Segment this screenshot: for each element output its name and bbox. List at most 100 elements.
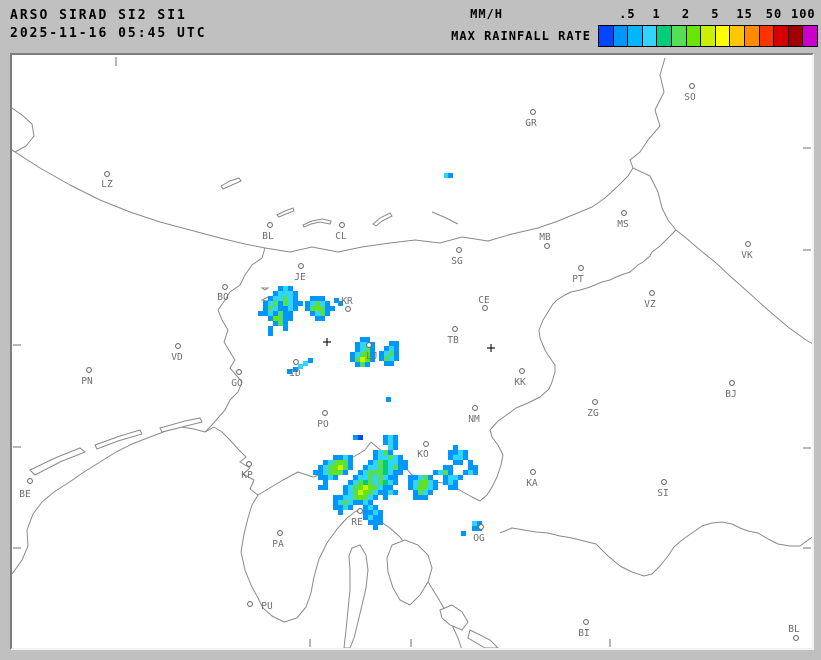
scale-label: .5 [619,7,636,21]
radar-cell [363,500,368,505]
radar-cell [278,311,283,316]
radar-cell [338,470,343,475]
radar-cell [423,490,428,495]
radar-cell [413,495,418,500]
radar-cell [403,465,408,470]
country-border [499,521,812,577]
city-marker [222,284,228,290]
radar-cell [373,460,378,465]
radar-cell [423,475,428,480]
radar-cell [273,291,278,296]
radar-cell [458,455,463,460]
radar-cell [305,301,310,306]
lake-outline [276,207,295,218]
radar-cell [268,326,273,331]
radar-cell [358,435,363,440]
radar-cell [368,495,373,500]
legend-color-cell [671,26,687,46]
radar-cell [383,435,388,440]
radar-cell [320,301,325,306]
radar-cell [408,480,413,485]
city-label: MS [617,219,629,230]
city-label: PU [261,601,273,612]
radar-cell [287,369,292,374]
legend-color-bar [598,25,818,47]
radar-cell [343,500,348,505]
radar-cell [278,321,283,326]
radar-cell [273,306,278,311]
radar-cell [393,480,398,485]
city-marker [482,305,488,311]
radar-cell [348,455,353,460]
radar-cell [360,342,365,347]
radar-cell [315,316,320,321]
radar-cell [394,356,399,361]
radar-cell [355,352,360,357]
legend-color-cell [803,26,817,46]
radar-cell [283,286,288,291]
radar-cell [378,490,383,495]
radar-cell [288,286,293,291]
radar-cell [363,515,368,520]
city-marker [544,243,550,249]
radar-cell [373,470,378,475]
city-marker [519,368,525,374]
radar-cross-marker [487,344,495,352]
radar-cell [473,470,478,475]
radar-cell [333,505,338,510]
city-label: PN [81,376,93,387]
radar-cell [378,450,383,455]
city-label: BL [788,624,800,635]
radar-cell [423,485,428,490]
radar-cell [338,301,343,306]
radar-cell [378,480,383,485]
radar-cell [373,505,378,510]
city-marker [27,478,33,484]
radar-cell [353,490,358,495]
radar-cell [293,367,298,372]
radar-cell [318,470,323,475]
country-border [12,149,266,249]
radar-cell [448,465,453,470]
city-label: KO [417,449,429,460]
radar-cell [310,301,315,306]
radar-cell [408,485,413,490]
radar-cell [398,465,403,470]
radar-cell [298,301,303,306]
radar-cell [393,490,398,495]
radar-cell [363,475,368,480]
radar-cell [363,470,368,475]
city-marker [456,247,462,253]
island-outline [94,429,143,450]
radar-cell [373,465,378,470]
radar-cell [298,364,303,369]
radar-cell [343,495,348,500]
radar-cell [384,351,389,356]
radar-cell [468,460,473,465]
radar-cell [360,362,365,367]
island-outline [439,604,469,631]
radar-cell [323,470,328,475]
city-marker [175,343,181,349]
scale-label: 100 [790,7,816,21]
island-outline [467,629,499,648]
city-marker [661,479,667,485]
radar-cell [320,306,325,311]
city-marker [298,263,304,269]
radar-cell [325,301,330,306]
radar-cell [453,485,458,490]
radar-cell [355,357,360,362]
radar-cell [433,480,438,485]
city-marker [530,469,536,475]
radar-cell [328,475,333,480]
legend-color-cell [657,26,672,46]
radar-cell [278,316,283,321]
radar-cell [348,460,353,465]
radar-cell [303,361,308,366]
radar-cell [388,480,393,485]
radar-cell [328,470,333,475]
legend-color-cell [788,26,804,46]
radar-cell [383,440,388,445]
radar-cell [328,465,333,470]
radar-cell [383,475,388,480]
